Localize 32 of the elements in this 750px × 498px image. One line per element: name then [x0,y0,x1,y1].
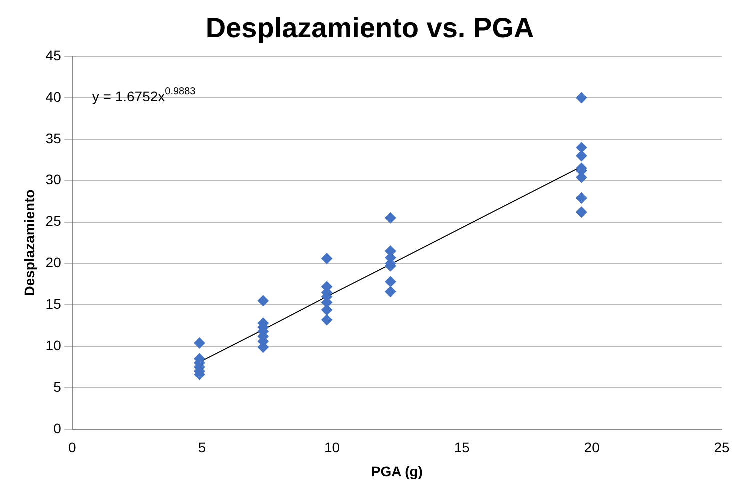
point [385,276,396,288]
x-tick-label: 5 [198,440,206,456]
point [194,338,206,349]
x-tick-label: 0 [68,440,76,456]
y-tick-label: 20 [46,254,62,271]
x-tick-label: 10 [324,440,340,456]
point [385,212,396,224]
y-tick-label: 40 [46,88,62,105]
point [258,295,269,306]
point [322,253,333,264]
point [576,142,588,154]
chart-title: Desplazamiento vs. PGA [206,12,534,44]
point [385,286,396,298]
x-tick-label: 15 [454,440,470,456]
y-tick-label: 30 [46,172,62,188]
y-tick-label: 5 [54,378,62,395]
y-tick-label: 0 [54,420,62,436]
y-tick-label: 45 [46,47,62,64]
y-tick-label: 35 [46,130,62,146]
point [322,304,333,316]
point [576,150,588,162]
y-axis-title: Desplazamiento [21,190,38,296]
point [576,192,588,204]
y-tick-label: 25 [46,213,62,230]
x-axis-title: PGA (g) [371,463,423,480]
point [576,206,588,218]
point [576,92,588,104]
x-tick-label: 25 [714,440,730,456]
point [322,314,333,326]
y-tick-label: 15 [46,296,62,312]
y-tick-label: 10 [46,337,62,354]
x-tick-label: 20 [584,440,600,456]
